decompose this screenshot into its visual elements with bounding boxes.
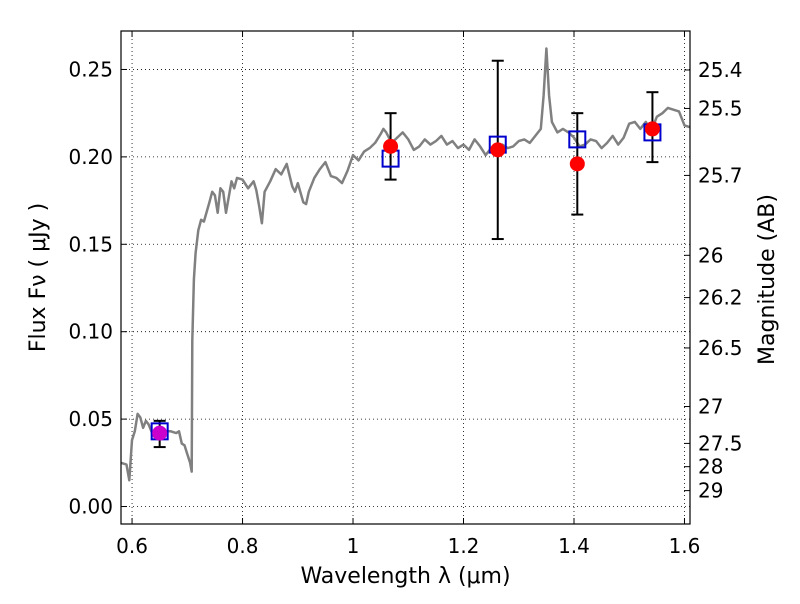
y-axis-label: Flux Fν ( μJy ) [26,203,51,352]
plot-frame [120,30,691,525]
y-tick-label: 0.00 [68,495,113,519]
axis-ticks: 0.6 0.8 1 1.2 1.4 1.6 0.00 0.05 0.10 0.15 0.20 0.25… [68,31,743,558]
right-tick-label: 26.2 [698,286,743,310]
model-spectrum-line [120,47,691,482]
error-bars-layer [153,59,659,449]
x-tick-label: 0.6 [116,534,148,558]
x-tick-label: 0.8 [227,534,259,558]
x-tick-label: 1 [347,534,360,558]
observed-photometry-point [490,142,506,158]
right-tick-label: 27 [698,395,723,419]
right-tick-label: 29 [698,479,723,503]
observed-photometry-point [152,425,168,441]
right-tick-label: 26 [698,243,723,267]
x-tick-label: 1.4 [558,534,590,558]
right-tick-label: 27.5 [698,431,743,455]
right-tick-label: 25.7 [698,163,743,187]
model-photometry-square [568,130,587,149]
y-tick-label: 0.05 [68,407,113,431]
x-tick-label: 1.6 [669,534,701,558]
y-tick-label: 0.10 [68,320,113,344]
y-tick-label: 0.25 [68,57,113,81]
x-tick-label: 1.2 [448,534,480,558]
right-tick-label: 25.5 [698,96,743,120]
y-tick-label: 0.15 [68,232,113,256]
right-tick-label: 26.5 [698,336,743,360]
observed-photometry-layer [152,121,660,441]
grid-lines [121,31,690,524]
y-tick-label: 0.20 [68,145,113,169]
model-spectrum-layer [120,47,691,482]
observed-photometry-point [569,156,585,172]
right-axis-label: Magnitude (AB) [755,194,780,365]
observed-photometry-point [644,121,660,137]
x-axis-label: Wavelength λ (μm) [300,564,510,589]
observed-photometry-point [383,138,399,154]
right-tick-label: 25.4 [698,58,743,82]
model-photometry-layer [150,123,662,441]
right-tick-label: 28 [698,455,723,479]
